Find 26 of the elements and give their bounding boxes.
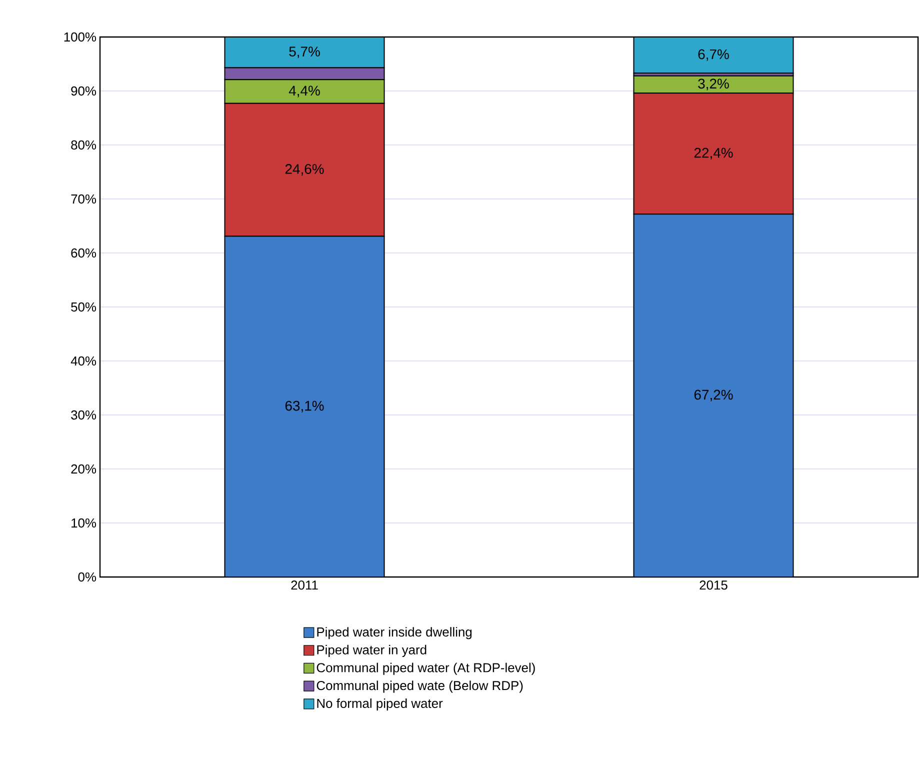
y-tick-label: 30% (71, 410, 96, 420)
y-tick-label: 20% (71, 464, 96, 474)
data-label: 5,7% (289, 46, 320, 58)
y-tick-label: 70% (71, 194, 96, 204)
x-tick-label: 2011 (291, 580, 318, 590)
data-label: 3,2% (698, 78, 729, 90)
data-label: 63,1% (285, 400, 324, 412)
data-label: 67,2% (694, 390, 733, 402)
legend-label: Communal piped wate (Below RDP) (316, 680, 523, 693)
y-tick-label: 40% (70, 356, 96, 366)
data-label: 6,7% (698, 49, 729, 61)
legend-label: No formal piped water (317, 698, 443, 711)
y-tick-label: 80% (71, 140, 96, 150)
legend-label: Piped water in yard (317, 644, 426, 657)
data-label: 22,4% (694, 148, 733, 160)
y-tick-label: 0% (78, 572, 96, 582)
y-tick-label: 100% (64, 32, 96, 42)
y-tick-label: 10% (72, 518, 96, 528)
y-tick-label: 90% (71, 86, 96, 96)
legend-label: Piped water inside dwelling (317, 627, 472, 640)
data-label: 24,6% (285, 164, 324, 176)
legend-label: Communal piped water (At RDP-level) (316, 662, 535, 675)
x-tick-label: 2015 (700, 580, 728, 590)
y-tick-label: 50% (71, 302, 96, 312)
y-tick-label: 60% (71, 248, 96, 258)
data-label: 4,4% (288, 86, 320, 98)
